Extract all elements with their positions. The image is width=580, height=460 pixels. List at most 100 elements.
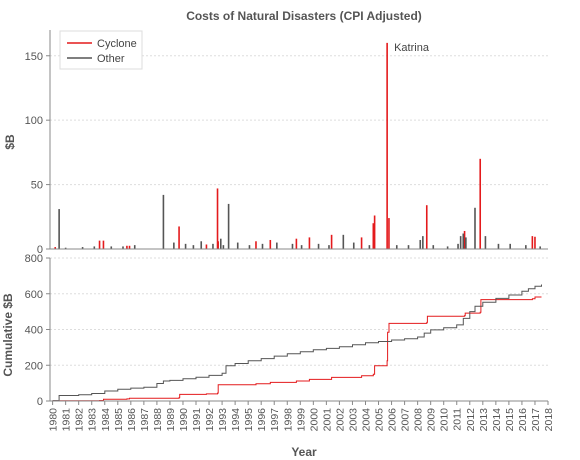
x-tick-label: 1997 bbox=[269, 408, 281, 432]
bottom-y-tick-label: 400 bbox=[25, 325, 43, 337]
x-tick-label: 1985 bbox=[113, 408, 125, 432]
bar-cyclone bbox=[217, 241, 219, 249]
x-tick-label: 1989 bbox=[165, 408, 177, 432]
bar-cyclone bbox=[128, 245, 131, 249]
bar-cyclone bbox=[205, 244, 208, 249]
bar-other bbox=[93, 246, 96, 249]
x-tick-label: 2003 bbox=[348, 408, 360, 432]
bar-cyclone bbox=[102, 240, 105, 249]
bar-other bbox=[352, 242, 355, 249]
bar-other bbox=[459, 236, 462, 249]
x-tick-label: 2008 bbox=[413, 408, 425, 432]
bar-cyclone bbox=[308, 237, 311, 249]
x-tick-label: 2014 bbox=[491, 408, 503, 432]
x-tick-label: 2012 bbox=[465, 408, 477, 432]
bar-cyclone bbox=[178, 226, 180, 249]
bar-cyclone bbox=[373, 215, 376, 249]
x-tick-label: 1996 bbox=[256, 408, 268, 432]
x-tick-label: 2001 bbox=[321, 408, 333, 432]
x-tick-label: 1994 bbox=[230, 408, 242, 432]
bar-cyclone bbox=[330, 234, 333, 249]
bar-other bbox=[509, 243, 511, 249]
bar-other bbox=[219, 238, 222, 249]
bar-other bbox=[200, 241, 203, 249]
bar-other bbox=[395, 245, 398, 249]
bar-other bbox=[368, 245, 371, 249]
bar-other bbox=[236, 242, 239, 249]
bar-other bbox=[58, 209, 60, 249]
bottom-y-tick-label: 200 bbox=[25, 360, 43, 372]
top-y-tick-label: 150 bbox=[25, 51, 43, 63]
bottom-gridlines bbox=[50, 257, 548, 366]
bar-other bbox=[300, 245, 303, 249]
top-y-tick-label: 100 bbox=[25, 115, 43, 127]
bar-cyclone bbox=[388, 218, 390, 249]
x-tick-label: 1987 bbox=[139, 408, 151, 432]
x-tick-label: 2011 bbox=[452, 408, 464, 431]
top-gridlines bbox=[50, 55, 548, 186]
bar-other bbox=[342, 234, 345, 249]
legend-box bbox=[59, 30, 143, 70]
bottom-y-ticks: 0 200 400 600 800 bbox=[25, 253, 50, 408]
bar-other bbox=[317, 243, 320, 249]
top-y-axis-label: $B bbox=[3, 134, 17, 150]
x-tick-label: 2018 bbox=[543, 408, 555, 432]
legend-label-cyclone: Cyclone bbox=[97, 38, 137, 50]
bar-other bbox=[212, 243, 214, 249]
bar-other bbox=[419, 239, 422, 249]
top-y-ticks: 0 50 100 150 bbox=[25, 51, 50, 256]
x-tick-label: 2013 bbox=[478, 408, 490, 432]
bar-other bbox=[497, 243, 500, 249]
bar-other bbox=[539, 246, 541, 249]
katrina-annotation: Katrina bbox=[394, 42, 430, 54]
bar-cyclone bbox=[255, 241, 257, 249]
bar-other bbox=[184, 243, 187, 249]
bar-other bbox=[261, 243, 264, 249]
x-tick-label: 1999 bbox=[295, 408, 307, 432]
bottom-y-tick-label: 800 bbox=[25, 253, 43, 265]
bottom-lines bbox=[52, 284, 542, 402]
x-tick-label: 2002 bbox=[334, 408, 346, 432]
bar-other bbox=[248, 245, 251, 249]
bar-other bbox=[465, 237, 467, 249]
x-axis-label: Year bbox=[291, 445, 317, 459]
x-tick-label: 1990 bbox=[178, 408, 190, 432]
bar-cyclone bbox=[360, 237, 363, 249]
bottom-y-axis-label: Cumulative $B bbox=[1, 293, 15, 377]
x-tick-label: 2000 bbox=[308, 408, 320, 432]
x-tick-label: 1980 bbox=[48, 408, 60, 432]
bar-other bbox=[474, 207, 476, 249]
bar-other bbox=[227, 203, 230, 249]
x-tick-label: 2007 bbox=[400, 408, 412, 432]
x-tick-label: 1998 bbox=[282, 408, 294, 432]
bar-other bbox=[192, 245, 195, 249]
bar-other bbox=[457, 243, 459, 249]
bar-other bbox=[407, 245, 410, 249]
bar-cyclone bbox=[269, 239, 272, 249]
x-tick-label: 1995 bbox=[243, 408, 255, 432]
x-tick-label: 1983 bbox=[87, 408, 99, 432]
chart-title: Costs of Natural Disasters (CPI Adjusted… bbox=[186, 9, 422, 23]
top-bars bbox=[54, 42, 541, 249]
bar-cyclone bbox=[372, 223, 375, 249]
bar-cyclone bbox=[295, 238, 298, 249]
bar-other bbox=[64, 247, 67, 249]
bar-cyclone bbox=[534, 236, 536, 249]
x-tick-label: 2010 bbox=[439, 408, 451, 432]
bar-other bbox=[110, 246, 113, 249]
bar-other bbox=[422, 236, 424, 249]
bar-other bbox=[122, 246, 124, 249]
x-tick-label: 1991 bbox=[191, 408, 203, 432]
top-y-tick-label: 50 bbox=[31, 180, 43, 192]
bar-other bbox=[276, 242, 278, 249]
x-tick-label: 1981 bbox=[61, 408, 73, 432]
top-panel: 0 50 100 150 $B Cyclone Other Katrina bbox=[3, 30, 548, 256]
x-tick-label: 2004 bbox=[361, 408, 373, 432]
bar-cyclone bbox=[126, 245, 128, 249]
bottom-x-ticks: 1980 1981 1982 1983 1984 1985 1986 1987 1988 1989… bbox=[48, 401, 555, 431]
bar-other bbox=[328, 245, 330, 249]
bar-other bbox=[446, 246, 449, 249]
bar-other bbox=[222, 245, 225, 249]
bar-cyclone bbox=[463, 230, 466, 249]
